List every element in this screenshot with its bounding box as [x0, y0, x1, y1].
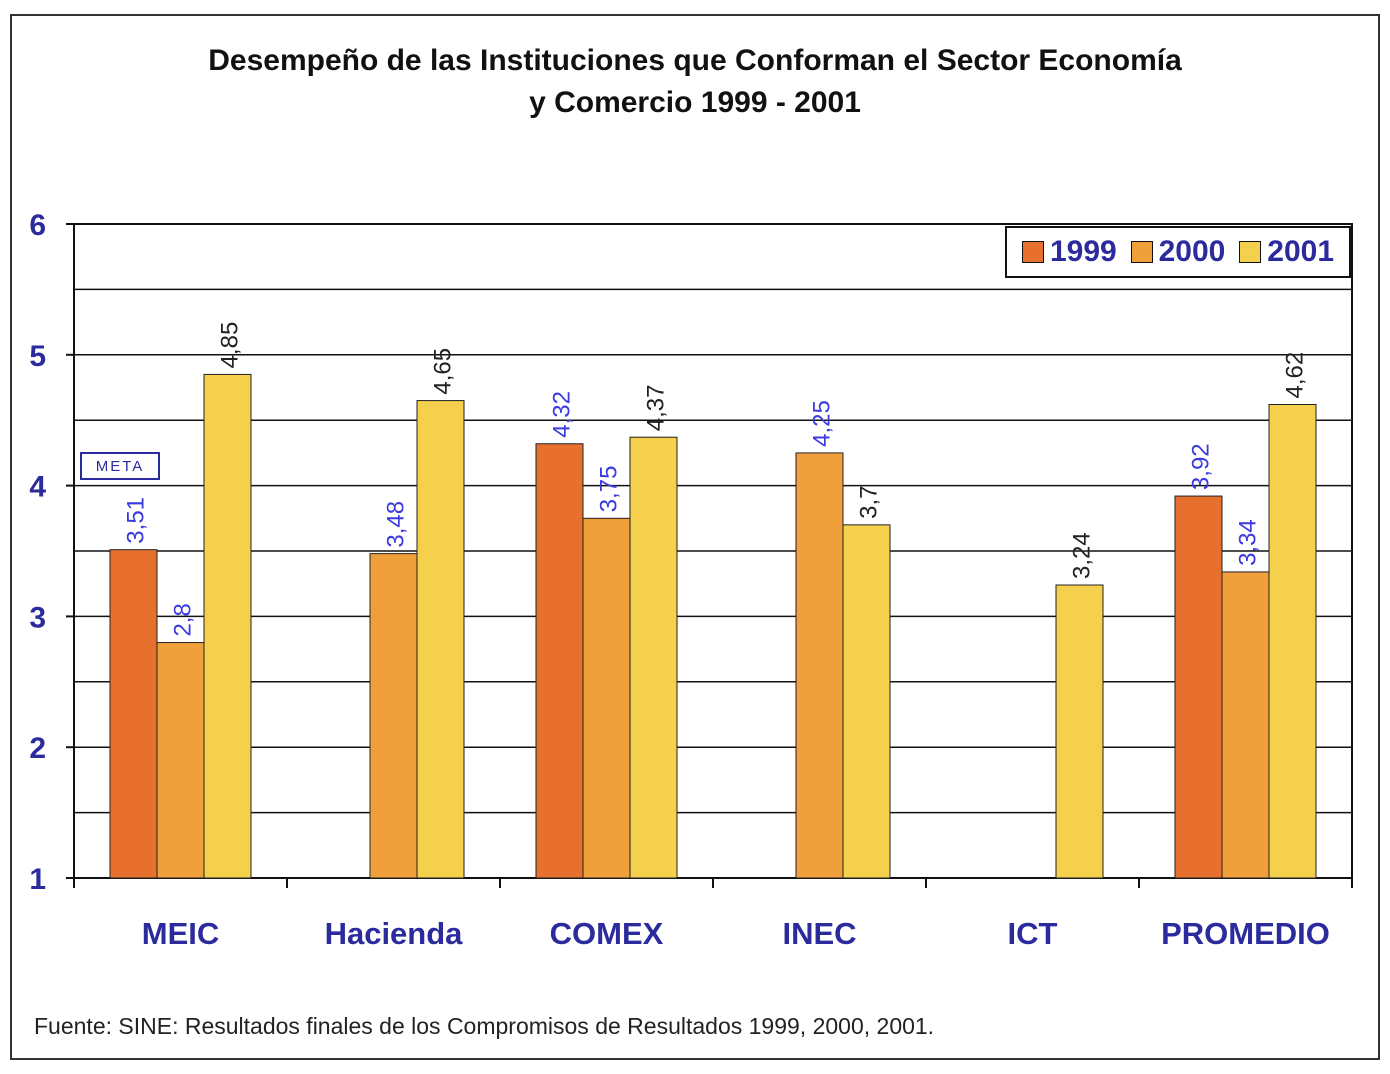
data-label-2001: 3,24: [1069, 532, 1096, 579]
data-label-2000: 3,34: [1235, 519, 1262, 566]
x-tick-label: PROMEDIO: [1161, 916, 1330, 951]
bar-2001: [203, 373, 252, 879]
bar-2001: [416, 400, 465, 879]
data-label-2001: 4,85: [217, 322, 244, 369]
chart-legend: 1999 2000 2001: [1005, 226, 1351, 278]
source-note: Fuente: SINE: Resultados finales de los …: [34, 1013, 935, 1039]
y-tick-label: 3: [29, 601, 46, 634]
bar-2001: [1268, 404, 1317, 879]
x-tick-label: INEC: [782, 916, 856, 951]
meta-annotation: META: [80, 452, 160, 480]
bar-2000: [582, 517, 631, 879]
x-tick-label: ICT: [1008, 916, 1058, 951]
data-label-2000: 3,48: [383, 501, 410, 548]
chart-title-line-1: Desempeño de las Instituciones que Confo…: [208, 44, 1182, 77]
bar-1999: [109, 549, 158, 879]
data-label-2000: 4,25: [809, 400, 836, 447]
legend-item-2001: 2001: [1239, 235, 1334, 269]
bar-1999: [535, 443, 584, 879]
data-label-1999: 4,32: [549, 391, 576, 438]
legend-label-2000: 2000: [1158, 235, 1226, 268]
data-label-1999: 3,51: [123, 497, 150, 544]
data-label-2001: 4,37: [643, 384, 670, 431]
data-label-2000: 2,8: [170, 603, 197, 636]
y-tick-label: 5: [29, 340, 46, 373]
chart-title-line-2: y Comercio 1999 - 2001: [529, 86, 861, 119]
data-label-2001: 4,65: [430, 348, 457, 395]
x-tick-label: COMEX: [550, 916, 664, 951]
x-tick-label: MEIC: [142, 916, 220, 951]
y-tick-label: 6: [29, 209, 46, 242]
bar-2000: [369, 553, 418, 879]
bar-2001: [842, 524, 891, 879]
data-label-2001: 3,7: [856, 485, 883, 518]
data-label-2001: 4,62: [1282, 352, 1309, 399]
legend-item-2000: 2000: [1130, 235, 1226, 269]
y-tick-label: 2: [29, 732, 46, 765]
bar-2001: [1055, 584, 1104, 879]
legend-swatch-1999: [1021, 241, 1044, 263]
bar-2000: [795, 452, 844, 879]
legend-item-1999: 1999: [1021, 235, 1117, 269]
legend-swatch-2000: [1130, 241, 1153, 263]
legend-swatch-2001: [1239, 241, 1262, 263]
data-label-1999: 3,92: [1188, 443, 1215, 490]
data-label-2000: 3,75: [596, 466, 623, 513]
bar-1999: [1174, 495, 1223, 879]
x-tick-label: Hacienda: [325, 916, 464, 951]
bar-2000: [156, 642, 205, 879]
y-tick-label: 4: [29, 471, 46, 504]
bar-2001: [629, 436, 678, 879]
legend-label-2001: 2001: [1267, 235, 1335, 268]
legend-label-1999: 1999: [1049, 235, 1117, 268]
y-tick-label: 1: [29, 863, 46, 896]
bar-2000: [1221, 571, 1270, 879]
